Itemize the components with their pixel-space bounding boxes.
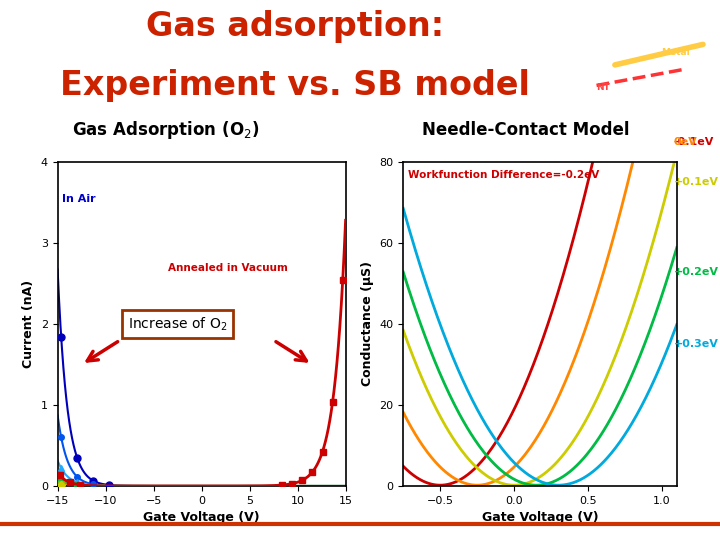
Text: -0.1eV: -0.1eV bbox=[674, 137, 714, 147]
Text: 0eV: 0eV bbox=[674, 137, 698, 147]
Text: Experiment vs. SB model: Experiment vs. SB model bbox=[60, 69, 530, 102]
Y-axis label: Conductance (μS): Conductance (μS) bbox=[361, 261, 374, 387]
Text: Needle-Contact Model: Needle-Contact Model bbox=[422, 120, 629, 139]
Text: In Air: In Air bbox=[63, 194, 96, 205]
Text: +0.3eV: +0.3eV bbox=[674, 339, 719, 349]
Text: Workfunction Difference=-0.2eV: Workfunction Difference=-0.2eV bbox=[408, 170, 599, 180]
Text: +0.2eV: +0.2eV bbox=[674, 267, 719, 277]
Text: Annealed in Vacuum: Annealed in Vacuum bbox=[168, 264, 288, 273]
X-axis label: Gate Voltage (V): Gate Voltage (V) bbox=[143, 511, 260, 524]
Text: NT: NT bbox=[596, 83, 611, 92]
Text: Gas Adsorption (O$_2$): Gas Adsorption (O$_2$) bbox=[72, 119, 259, 140]
Text: +0.1eV: +0.1eV bbox=[674, 177, 719, 186]
Text: Gas adsorption:: Gas adsorption: bbox=[146, 10, 444, 43]
Y-axis label: Current (nA): Current (nA) bbox=[22, 280, 35, 368]
Text: Gate: Gate bbox=[621, 16, 647, 26]
X-axis label: Gate Voltage (V): Gate Voltage (V) bbox=[482, 511, 598, 524]
Text: Increase of O$_2$: Increase of O$_2$ bbox=[128, 315, 228, 333]
Text: Metal: Metal bbox=[662, 48, 690, 57]
